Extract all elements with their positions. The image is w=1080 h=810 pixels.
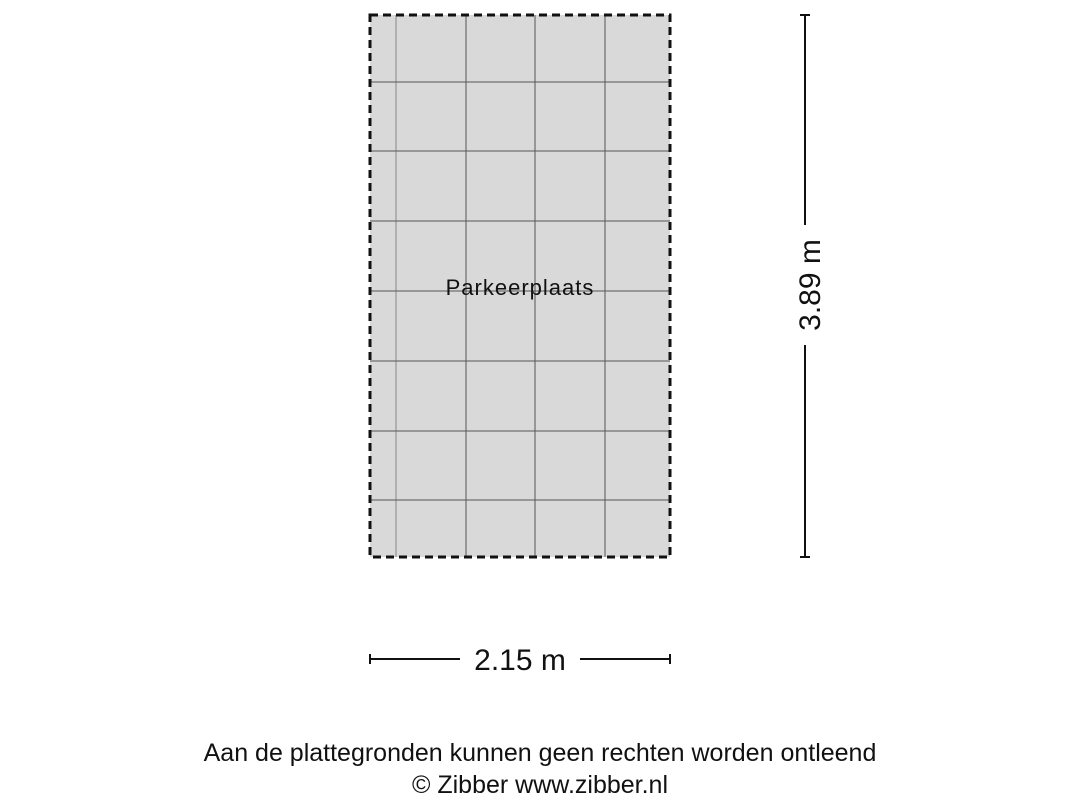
tile-grid: [370, 15, 670, 557]
width-dimension-label: 2.15 m: [474, 644, 566, 677]
room-label: Parkeerplaats: [446, 275, 595, 300]
copyright-text: © Zibber www.zibber.nl: [411, 771, 669, 799]
room-outline-dashed: [368, 13, 672, 559]
disclaimer-text: Aan de plattegronden kunnen geen rechten…: [203, 739, 877, 767]
height-dimension-label: 3.89 m: [794, 239, 827, 331]
width-dimension: [369, 654, 671, 664]
room-fill: [370, 15, 670, 557]
room-parkeerplaats: Parkeerplaats: [368, 13, 672, 559]
height-dimension: [800, 14, 810, 558]
